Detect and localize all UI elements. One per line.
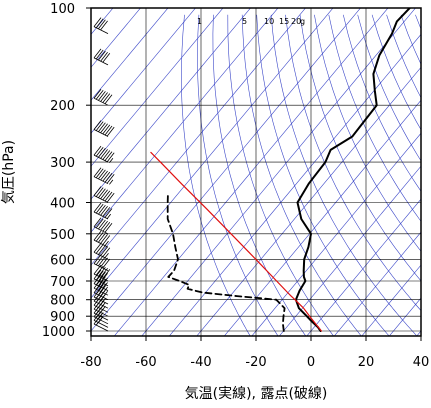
x-tick-label: 40 [413, 355, 430, 370]
wind-barb [93, 278, 109, 296]
wind-barbs [93, 8, 115, 332]
y-tick-label: 700 [50, 275, 75, 290]
dewpoint-profile-line [166, 194, 286, 332]
mixing-ratio-label: 15 [279, 17, 289, 26]
isotherm [251, 132, 421, 336]
dry-adiabat [415, 14, 421, 30]
y-tick-label: 400 [50, 197, 75, 212]
y-tick-label: 300 [50, 156, 75, 171]
y-tick-label: 100 [50, 2, 75, 17]
isotherm [91, 8, 251, 200]
isotherm [416, 330, 421, 336]
dry-adiabat [299, 14, 421, 282]
y-tick-label: 900 [50, 310, 75, 325]
x-tick-label: 0 [307, 355, 315, 370]
dry-adiabat [270, 14, 418, 336]
wind-barb [93, 120, 115, 137]
mixing-ratio-labels: 1 5 10 15 20g [197, 17, 305, 26]
wind-barb [93, 88, 113, 106]
dry-adiabat [400, 14, 421, 65]
y-tick-label: 800 [50, 294, 75, 309]
temperature-profile-line [294, 8, 411, 332]
wind-barb [93, 230, 111, 248]
x-tick-label: -60 [135, 355, 156, 370]
dry-adiabat [357, 14, 421, 162]
isotherm [91, 8, 306, 266]
isotherm [91, 8, 196, 134]
dry-adiabat [314, 14, 421, 252]
mixing-ratio-label: 10 [264, 17, 274, 26]
wind-barb [93, 48, 111, 66]
x-axis-ticks: -80 -60 -40 -20 0 20 40 [80, 336, 429, 370]
isotherm [333, 231, 421, 336]
isotherm [91, 8, 224, 167]
wind-barb [93, 243, 111, 260]
mixing-ratio-label: 20 [291, 17, 301, 26]
dry-adiabat [328, 14, 421, 222]
dry-adiabat [212, 14, 307, 336]
wind-barb [93, 254, 111, 271]
wind-barb [93, 17, 109, 34]
isotherm [91, 8, 141, 68]
wind-barb [93, 274, 109, 291]
isotherm [91, 8, 361, 332]
dry-adiabat [256, 14, 390, 336]
dry-adiabat [371, 14, 421, 131]
y-tick-label: 1000 [42, 325, 75, 340]
dry-adiabat [197, 14, 279, 336]
profile-series [150, 8, 411, 332]
wind-barb [93, 186, 115, 203]
isotherm [223, 99, 421, 336]
isotherm [168, 33, 421, 336]
wind-barb [93, 167, 115, 185]
y-tick-label: 200 [50, 99, 75, 114]
x-axis-title: 気温(実線), 露点(破線) [185, 386, 328, 402]
wind-barb [93, 217, 113, 235]
pressure-gridlines [91, 8, 421, 336]
x-tick-label: -20 [245, 355, 266, 370]
isotherm [388, 297, 421, 336]
dry-adiabat [181, 14, 251, 336]
x-tick-label: -80 [80, 355, 101, 370]
y-axis-title: 気圧(hPa) [1, 140, 17, 204]
mixing-ratio-label: g [300, 17, 305, 26]
wind-barb [93, 145, 115, 164]
dry-adiabat [343, 14, 421, 192]
isotherm [141, 8, 416, 336]
isotherm [278, 165, 421, 336]
dry-adiabat [386, 14, 421, 99]
background-lines [91, 8, 421, 336]
dry-adiabat [227, 14, 334, 336]
mixing-ratio-label: 5 [242, 17, 247, 26]
wind-barb [93, 269, 109, 287]
y-tick-label: 500 [50, 228, 75, 243]
dry-adiabat [285, 14, 421, 312]
x-tick-label: 20 [358, 355, 375, 370]
isotherm [196, 66, 421, 336]
isotherm [91, 8, 279, 233]
isotherm [361, 264, 421, 336]
y-tick-label: 600 [50, 253, 75, 268]
isotherm [91, 8, 169, 101]
isotherm [306, 198, 421, 336]
mixing-ratio-label: 1 [197, 17, 202, 26]
x-tick-label: -40 [190, 355, 211, 370]
wind-barb [107, 8, 108, 9]
isotherm [113, 8, 389, 336]
parcel-path-line [150, 151, 322, 332]
wind-barb [93, 202, 113, 220]
